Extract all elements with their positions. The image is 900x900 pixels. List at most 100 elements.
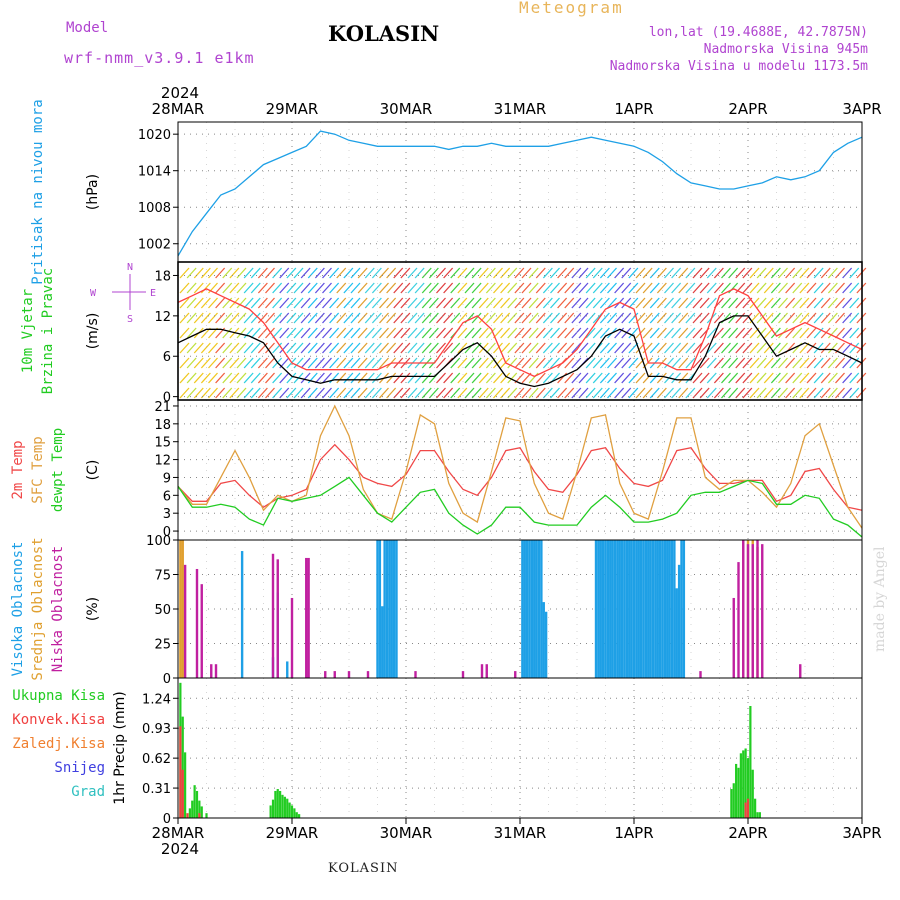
wind-barb [208, 372, 218, 384]
bar-visoka-oblacnost [599, 540, 602, 678]
wind-barb [300, 282, 311, 294]
wind-barb [535, 297, 546, 309]
wind-barb [250, 342, 261, 354]
wind-barb [471, 267, 482, 279]
wind-barb [208, 297, 218, 309]
wind-barb [514, 342, 525, 354]
bar-niska-oblacnost [480, 664, 484, 678]
y-tick-label: 1.24 [142, 692, 171, 707]
wind-barb [443, 282, 454, 294]
wind-barb [713, 342, 724, 354]
date-label-top: 2APR [728, 100, 767, 118]
wind-barb [820, 342, 831, 354]
wind-barb [322, 297, 332, 309]
bar-visoka-oblacnost [597, 540, 600, 678]
bar-visoka-oblacnost [540, 540, 543, 678]
wind-barb [300, 312, 311, 324]
wind-barb [229, 282, 240, 294]
wind-barb [542, 372, 553, 384]
wind-barb [336, 282, 347, 294]
wind-barb [649, 327, 660, 339]
wind-barb [763, 372, 774, 384]
wind-barb [749, 282, 760, 294]
wind-barb [500, 372, 511, 384]
wind-barb [785, 312, 796, 324]
bar-visoka-oblacnost [392, 540, 396, 678]
bar-ukupna-kisa [737, 767, 740, 818]
wind-barb [450, 357, 461, 369]
wind-barb [350, 297, 361, 309]
wind-barb [756, 387, 767, 399]
wind-barb [721, 357, 731, 369]
wind-barb [186, 282, 197, 294]
wind-barb [471, 282, 482, 294]
y-tick-label: 3 [163, 507, 171, 522]
y-tick-label: 0 [163, 812, 171, 827]
wind-barb [322, 282, 332, 294]
bar-visoka-oblacnost [680, 540, 683, 678]
wind-barb [493, 342, 503, 354]
bar-visoka-oblacnost [632, 540, 636, 678]
wind-barb [792, 282, 803, 294]
wind-barb [564, 327, 575, 339]
bar-ukupna-kisa [205, 813, 208, 818]
wind-barb [478, 372, 489, 384]
wind-barb [329, 387, 340, 399]
wind-barb [678, 387, 689, 399]
wind-barb [186, 387, 197, 399]
wind-barb [813, 312, 824, 324]
bar-ukupna-kisa [181, 716, 184, 818]
wind-barb [664, 297, 674, 309]
wind-barb [827, 327, 838, 339]
wind-barb [236, 327, 247, 339]
station-title: KOLASIN [328, 21, 440, 46]
wind-barb [257, 342, 268, 354]
bar-visoka-oblacnost [637, 540, 640, 678]
wind-barb [735, 372, 746, 384]
bar-ukupna-kisa [283, 796, 286, 818]
wind-barb [357, 267, 368, 279]
wind-barb [478, 267, 489, 279]
wind-barb [607, 342, 617, 354]
wind-barb [485, 312, 496, 324]
bar-niska-oblacnost [485, 664, 488, 678]
wind-barb [813, 387, 824, 399]
wind-barb [464, 297, 475, 309]
wind-barb [806, 357, 817, 369]
bar-ukupna-kisa [274, 790, 277, 818]
wind-barb [785, 357, 796, 369]
wind-barb [763, 357, 774, 369]
wind-barb [293, 312, 304, 324]
wind-barb [614, 312, 625, 324]
panel-label-pritisak-na-nivou-mora: Pritisak na nivou mora [30, 99, 46, 284]
wind-barb [236, 357, 247, 369]
wind-barb [599, 372, 610, 384]
wind-barb [364, 387, 375, 399]
wind-barb [428, 312, 439, 324]
wind-barb [564, 357, 575, 369]
wind-barb [763, 342, 774, 354]
wind-barb [763, 267, 774, 279]
wind-barb [200, 372, 211, 384]
wind-barb [785, 267, 796, 279]
wind-barb [664, 342, 674, 354]
wind-barb [557, 342, 568, 354]
model-name: wrf-nmm_v3.9.1 e1km [64, 49, 255, 67]
wind-barb [265, 297, 275, 309]
panel-label-zaledj-kisa: Zaledj.Kisa [12, 736, 105, 752]
bar-visoka-oblacnost [528, 540, 531, 678]
wind-barb [806, 342, 817, 354]
wind-barb [564, 372, 575, 384]
bar-visoka-oblacnost [642, 540, 645, 678]
bar-visoka-oblacnost [616, 540, 619, 678]
wind-barb [222, 342, 233, 354]
wind-barb [542, 312, 553, 324]
wind-barb [471, 357, 482, 369]
bar-niska-oblacnost [732, 597, 735, 678]
model-elevation-label: Nadmorska Visina u modelu 1173.5m [609, 59, 868, 74]
wind-barb [329, 357, 340, 369]
wind-barb [592, 372, 603, 384]
wind-barb [599, 312, 610, 324]
wind-barb [407, 282, 418, 294]
bar-niska-oblacnost [324, 671, 327, 678]
